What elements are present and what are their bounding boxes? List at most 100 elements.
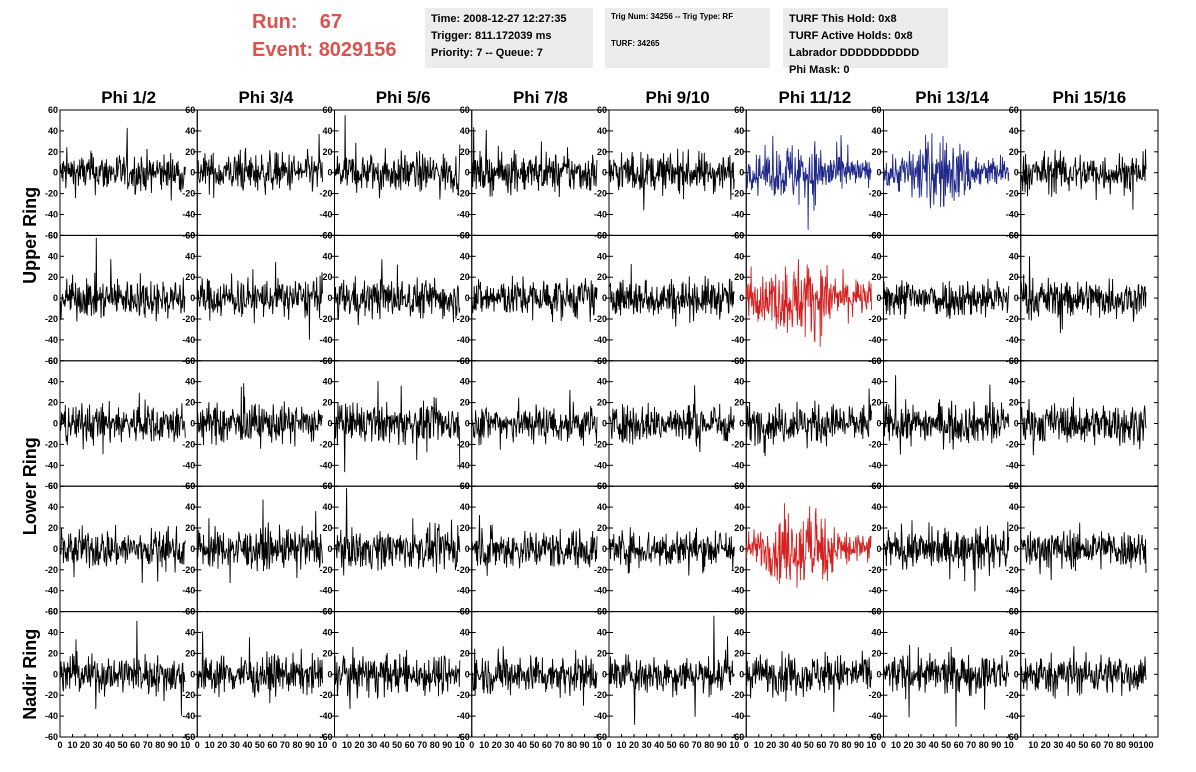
- turf-info-box: TURF This Hold: 0x8 TURF Active Holds: 0…: [783, 8, 948, 76]
- y-tick-label: 20: [460, 523, 470, 533]
- y-tick-label: 0: [739, 669, 744, 679]
- y-tick-label: 40: [48, 502, 58, 512]
- y-tick-label: -60: [1006, 732, 1019, 742]
- x-tick-label: 70: [143, 740, 153, 750]
- y-tick-label: -40: [868, 460, 881, 470]
- x-tick-label: 50: [667, 740, 677, 750]
- x-tick-label: 50: [1078, 740, 1088, 750]
- x-tick-label: 70: [554, 740, 564, 750]
- x-tick-label: 10: [754, 740, 764, 750]
- x-tick-label: 100: [1138, 740, 1153, 750]
- column-title-1: Phi 1/2: [101, 88, 156, 107]
- y-tick-label: 40: [322, 251, 332, 261]
- y-tick-label: 60: [597, 607, 607, 617]
- y-tick-label: -40: [319, 210, 332, 220]
- y-tick-label: 20: [734, 398, 744, 408]
- x-tick-label: 70: [417, 740, 427, 750]
- y-tick-label: 60: [48, 356, 58, 366]
- x-tick-label: 10: [455, 740, 465, 750]
- y-tick-label: -20: [182, 439, 195, 449]
- y-tick-label: 20: [871, 398, 881, 408]
- y-tick-label: 20: [48, 523, 58, 533]
- priority-text: Priority: 7 -- Queue: 7: [431, 47, 543, 59]
- x-tick-label: 60: [542, 740, 552, 750]
- y-tick-label: -40: [731, 335, 744, 345]
- y-tick-label: 60: [871, 607, 881, 617]
- y-tick-label: 60: [734, 230, 744, 240]
- x-tick-label: 80: [979, 740, 989, 750]
- y-tick-label: -60: [45, 732, 58, 742]
- y-tick-label: 0: [327, 168, 332, 178]
- y-tick-label: 40: [734, 126, 744, 136]
- x-tick-label: 90: [305, 740, 315, 750]
- waveform-trace: [745, 650, 872, 713]
- trig-num-text: Trig Num: 34256 -- Trig Type: RF: [611, 12, 734, 21]
- y-tick-label: -20: [594, 314, 607, 324]
- y-tick-label: 60: [48, 481, 58, 491]
- y-tick-label: 40: [322, 502, 332, 512]
- y-tick-label: -20: [594, 189, 607, 199]
- y-tick-label: 20: [460, 272, 470, 282]
- y-tick-label: -40: [868, 586, 881, 596]
- y-tick-label: -40: [319, 460, 332, 470]
- y-tick-label: -40: [868, 335, 881, 345]
- y-tick-label: 20: [322, 272, 332, 282]
- y-tick-label: -40: [1006, 711, 1019, 721]
- y-tick-label: 40: [871, 628, 881, 638]
- y-tick-label: 40: [185, 126, 195, 136]
- column-title-3: Phi 5/6: [376, 88, 431, 107]
- y-tick-label: 60: [597, 356, 607, 366]
- waveform-trace: [608, 527, 735, 576]
- y-tick-label: 0: [327, 419, 332, 429]
- y-tick-label: -40: [45, 210, 58, 220]
- x-tick-label: 0: [195, 740, 200, 750]
- x-tick-label: 60: [816, 740, 826, 750]
- y-tick-label: -20: [868, 314, 881, 324]
- turf-active-text: TURF Active Holds: 0x8: [789, 30, 913, 42]
- x-tick-label: 50: [804, 740, 814, 750]
- y-tick-label: -60: [182, 732, 195, 742]
- y-tick-label: 60: [871, 481, 881, 491]
- waveform-trace: [883, 278, 1010, 320]
- y-tick-label: 20: [460, 398, 470, 408]
- x-tick-label: 80: [155, 740, 165, 750]
- event-value: 8029156: [318, 39, 397, 61]
- x-tick-label: 90: [442, 740, 452, 750]
- y-tick-label: -20: [182, 189, 195, 199]
- y-tick-label: 40: [48, 251, 58, 261]
- x-tick-label: 30: [1053, 740, 1063, 750]
- x-tick-label: 90: [991, 740, 1001, 750]
- y-tick-label: -40: [594, 335, 607, 345]
- y-tick-label: -20: [182, 565, 195, 575]
- y-tick-label: 20: [734, 523, 744, 533]
- x-tick-label: 20: [355, 740, 365, 750]
- y-tick-label: 20: [1009, 398, 1019, 408]
- waveform-trace: [59, 620, 186, 716]
- x-tick-label: 0: [57, 740, 62, 750]
- waveform-trace: [196, 631, 323, 704]
- y-tick-label: -40: [1006, 460, 1019, 470]
- y-tick-label: 0: [739, 419, 744, 429]
- y-tick-label: 0: [190, 293, 195, 303]
- x-tick-label: 10: [317, 740, 327, 750]
- y-tick-label: 20: [597, 523, 607, 533]
- y-tick-label: 60: [322, 607, 332, 617]
- x-tick-label: 40: [242, 740, 252, 750]
- y-tick-label: 40: [1009, 126, 1019, 136]
- x-tick-label: 0: [881, 740, 886, 750]
- y-tick-label: 20: [48, 648, 58, 658]
- y-tick-label: 40: [871, 502, 881, 512]
- y-tick-label: 40: [734, 377, 744, 387]
- y-tick-label: -40: [731, 210, 744, 220]
- x-tick-label: 60: [679, 740, 689, 750]
- y-tick-label: 20: [322, 523, 332, 533]
- waveform-trace: [745, 503, 872, 588]
- y-tick-label: 0: [327, 293, 332, 303]
- labrador-text: Labrador DDDDDDDDDD: [789, 47, 920, 59]
- y-tick-label: -20: [868, 565, 881, 575]
- y-tick-label: 60: [460, 230, 470, 240]
- y-tick-label: 0: [327, 544, 332, 554]
- x-tick-label: 60: [130, 740, 140, 750]
- x-tick-label: 20: [1041, 740, 1051, 750]
- y-tick-label: 20: [185, 523, 195, 533]
